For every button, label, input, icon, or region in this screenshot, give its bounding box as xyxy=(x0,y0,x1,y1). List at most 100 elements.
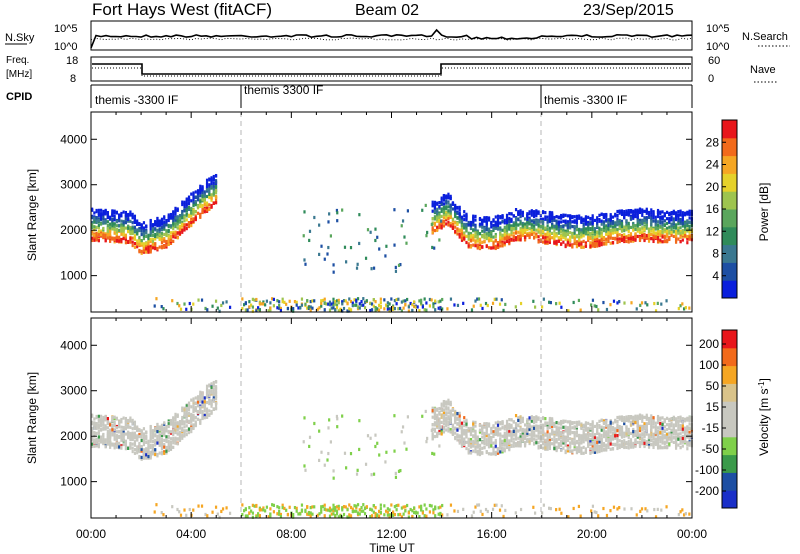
velocity-cell xyxy=(97,419,100,423)
power-cell xyxy=(643,226,646,230)
power-cell xyxy=(514,305,517,309)
power-cell xyxy=(199,204,202,208)
velocity-cell xyxy=(436,413,439,417)
velocity-cell xyxy=(154,448,157,452)
velocity-cell xyxy=(149,455,152,459)
date-label: 23/Sep/2015 xyxy=(583,2,674,19)
power-cell xyxy=(147,235,150,239)
power-cell xyxy=(454,207,457,211)
power-cell xyxy=(438,215,441,219)
velocity-cell xyxy=(190,423,193,427)
power-cell xyxy=(542,234,545,238)
power-cell xyxy=(201,188,204,192)
power-cell xyxy=(156,229,159,233)
power-cell xyxy=(438,224,441,228)
power-cell xyxy=(616,230,619,234)
power-cell xyxy=(332,263,335,267)
power-cell xyxy=(656,220,660,224)
velocity-cell xyxy=(469,426,473,431)
velocity-cell xyxy=(514,435,518,439)
power-cell xyxy=(320,301,323,306)
power-cell xyxy=(627,233,630,238)
velocity-cell xyxy=(460,423,464,428)
power-cell xyxy=(102,209,105,214)
power-cell xyxy=(656,301,659,305)
power-cell xyxy=(654,309,658,313)
power-cell xyxy=(647,239,651,243)
velocity-cell xyxy=(142,453,146,457)
velocity-cell xyxy=(163,426,166,430)
power-cell xyxy=(612,299,616,303)
velocity-cell xyxy=(187,411,191,415)
velocity-cell xyxy=(147,447,150,451)
power-cell xyxy=(431,245,434,250)
power-cell xyxy=(445,206,448,211)
velocity-cell xyxy=(174,439,177,443)
velocity-cell xyxy=(542,440,545,444)
power-cell xyxy=(411,303,414,307)
power-cell xyxy=(190,206,193,211)
velocity-cell xyxy=(505,424,509,428)
power-cell xyxy=(181,223,184,227)
velocity-cell xyxy=(120,445,123,449)
velocity-cell xyxy=(196,410,200,414)
power-cell xyxy=(623,210,626,214)
power-cell xyxy=(665,299,668,303)
noise-left-tick-bottom: 10^0 xyxy=(54,41,78,53)
power-cell xyxy=(416,305,419,309)
velocity-cell xyxy=(528,440,531,444)
power-cell xyxy=(571,224,574,229)
power-cell xyxy=(136,221,139,226)
power-cell xyxy=(587,231,590,235)
velocity-cell xyxy=(106,417,109,421)
power-cell xyxy=(641,222,644,226)
velocity-cell xyxy=(169,422,173,426)
power-cell xyxy=(481,240,484,244)
power-cell xyxy=(163,232,166,237)
power-cell xyxy=(643,216,646,220)
power-cell xyxy=(560,213,563,218)
power-cell xyxy=(496,224,500,228)
velocity-cell xyxy=(546,439,549,443)
velocity-cell xyxy=(454,420,457,425)
power-cell xyxy=(463,236,466,240)
power-cell xyxy=(474,231,477,235)
velocity-cell xyxy=(501,448,504,452)
power-cell xyxy=(578,216,581,220)
velocity-cell xyxy=(178,422,182,427)
velocity-cell xyxy=(537,430,540,434)
velocity-cell xyxy=(174,436,177,440)
velocity-cell xyxy=(544,417,547,421)
power-cell xyxy=(413,304,416,309)
power-cell xyxy=(441,297,444,302)
velocity-cell xyxy=(496,446,500,451)
velocity-cell xyxy=(476,452,479,456)
power-cell xyxy=(636,215,639,219)
velocity-cell xyxy=(142,449,146,453)
velocity-cell xyxy=(147,454,150,459)
power-cell xyxy=(449,197,452,201)
velocity-cell xyxy=(93,444,96,448)
power-cell xyxy=(467,231,470,235)
velocity-cell xyxy=(438,431,441,436)
power-cell xyxy=(332,297,335,301)
power-cell xyxy=(122,221,125,225)
power-cell xyxy=(598,242,601,246)
power-cell xyxy=(127,230,130,234)
power-cell xyxy=(523,217,527,221)
power-cell xyxy=(208,203,211,207)
velocity-cell xyxy=(106,426,109,430)
velocity-cell xyxy=(138,428,141,432)
power-cell xyxy=(683,211,687,215)
velocity-cell xyxy=(104,442,107,446)
power-cell xyxy=(646,303,649,307)
velocity-cell xyxy=(469,429,473,434)
power-cell xyxy=(111,222,114,226)
velocity-cell xyxy=(517,440,520,444)
power-cell xyxy=(120,227,123,231)
power-cell xyxy=(564,244,567,249)
velocity-cell xyxy=(133,431,137,436)
power-cell xyxy=(602,225,606,230)
power-cell xyxy=(605,218,608,222)
